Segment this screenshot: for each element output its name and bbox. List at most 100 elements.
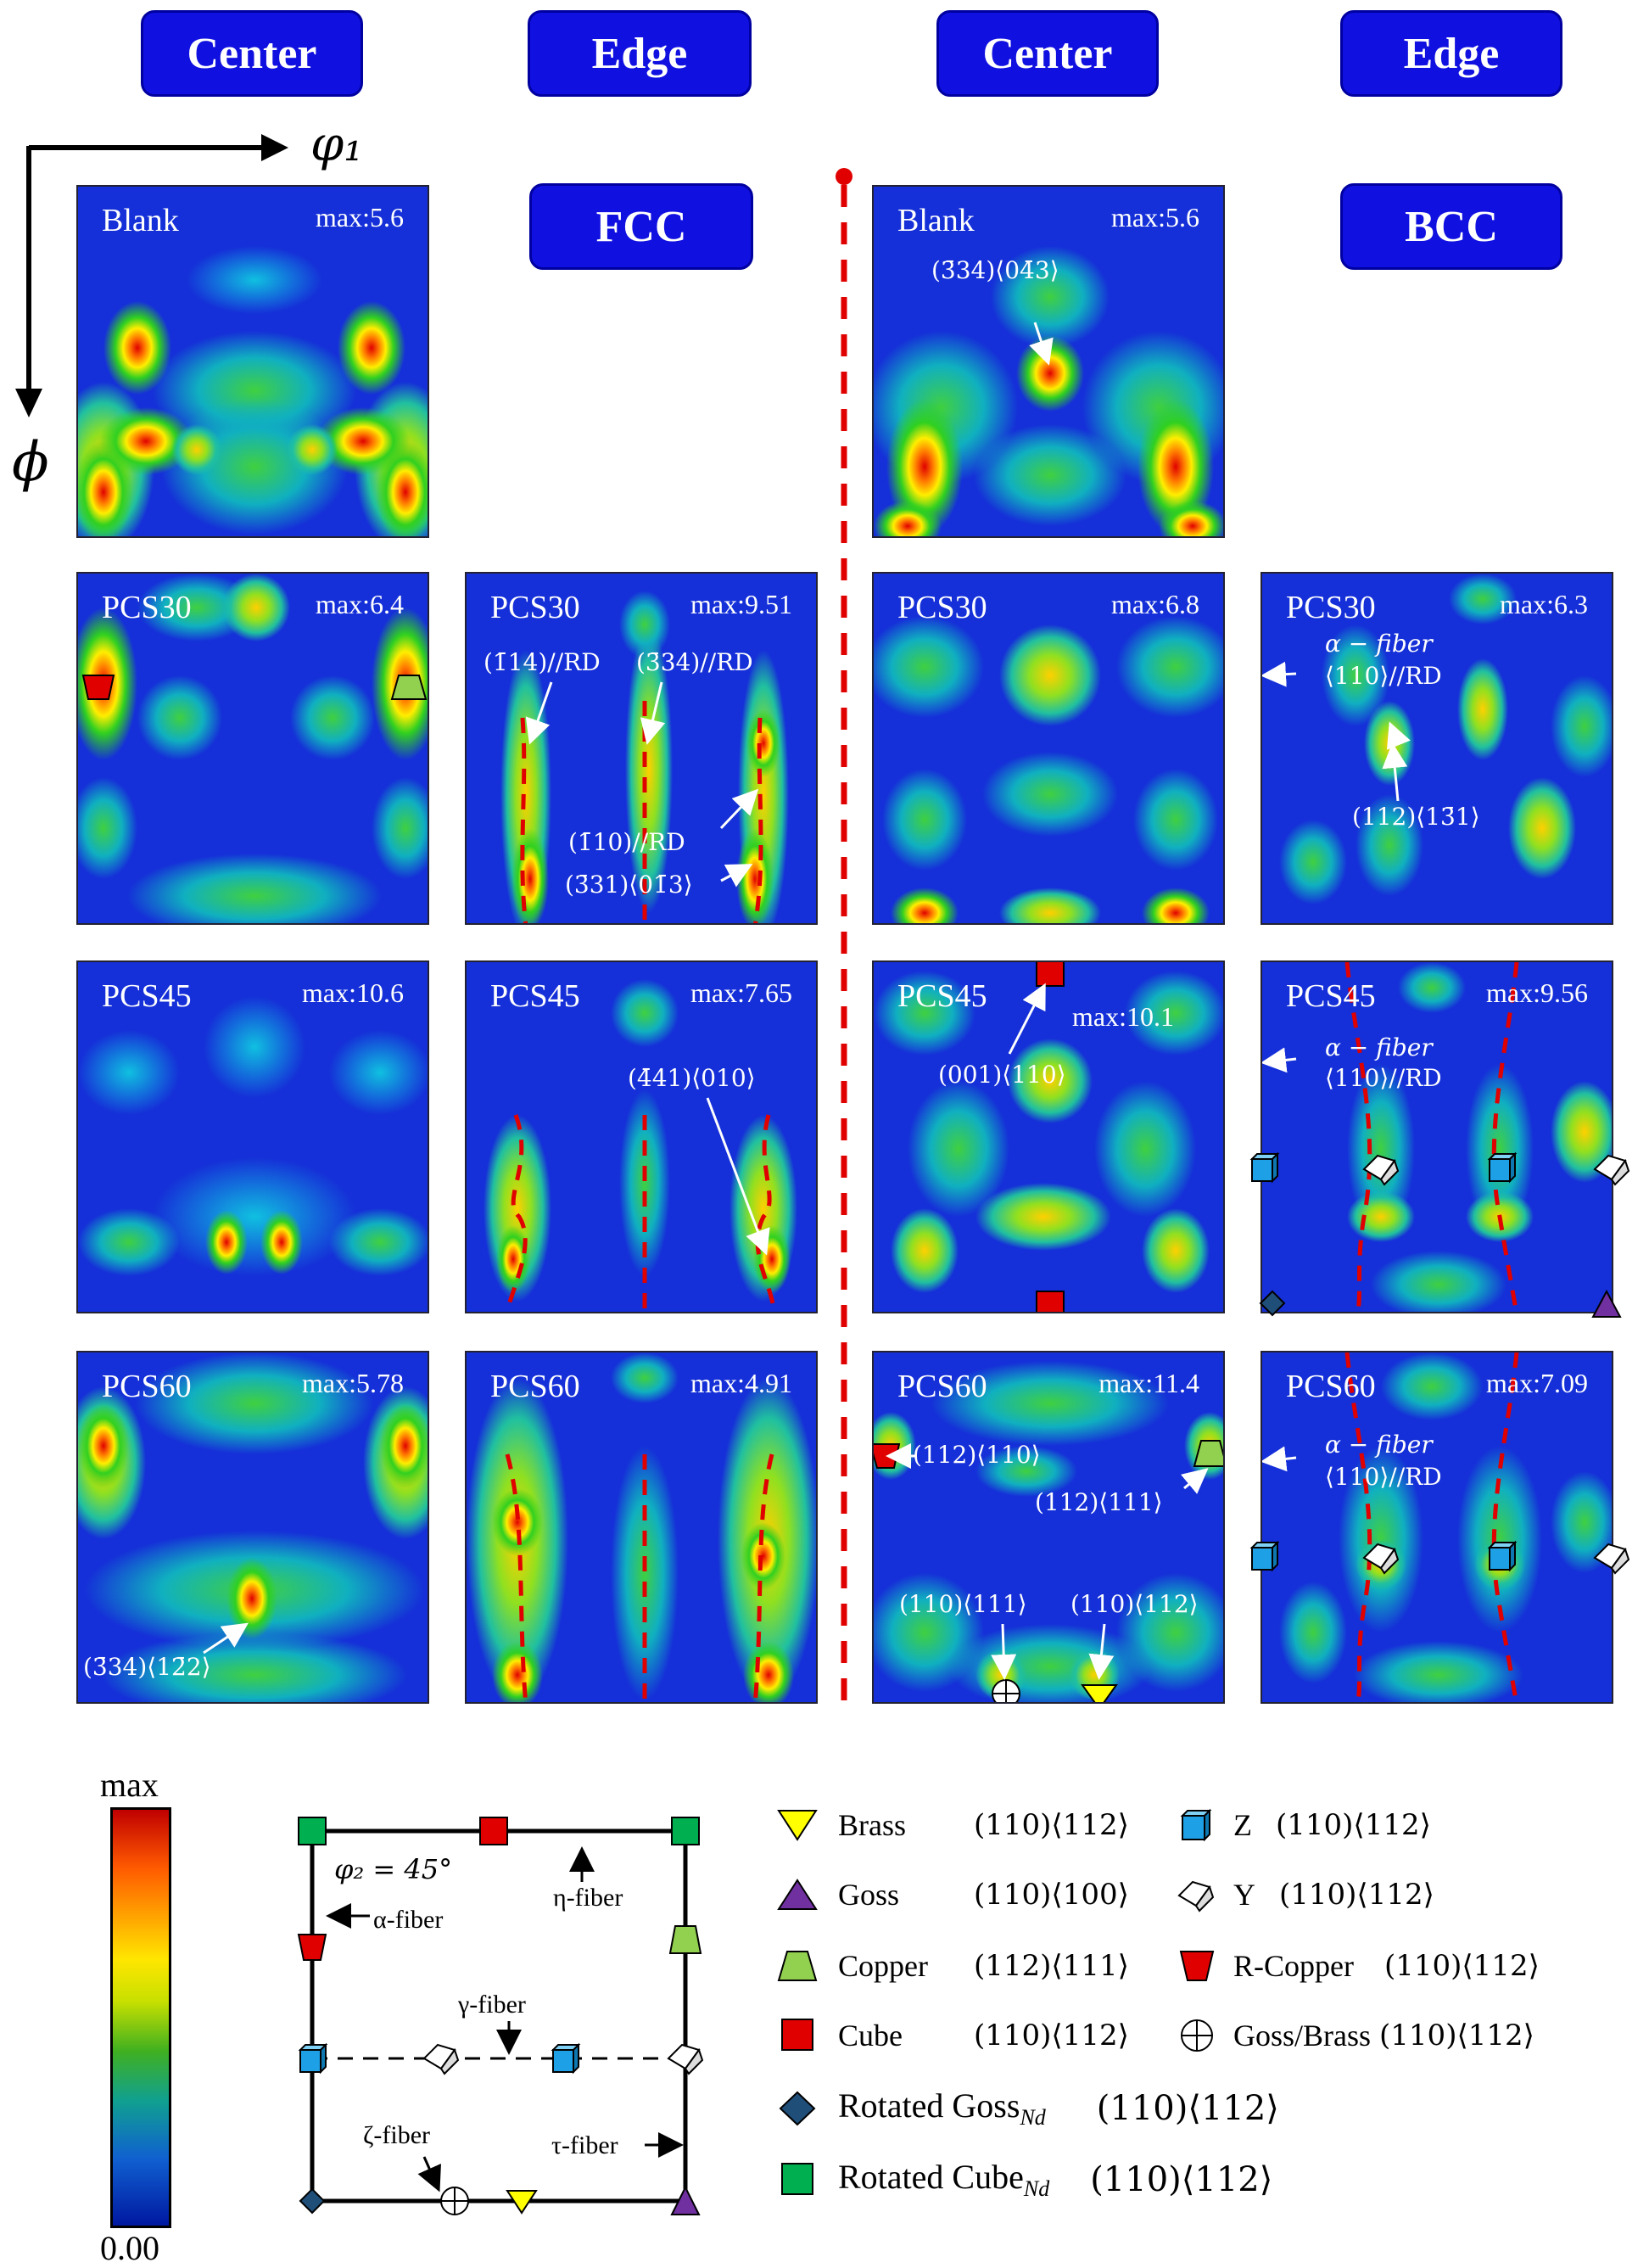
legend-index: (110)⟨112⟩	[1276, 1808, 1431, 1842]
panel-max: max:10.1	[1072, 1001, 1174, 1032]
annotation-334-rd: (3̄34)//RD	[636, 648, 753, 676]
legend-index: (110)⟨112⟩	[1379, 2019, 1534, 2052]
panel-name: PCS60	[897, 1369, 987, 1404]
legend-name: Copper	[838, 1949, 928, 1983]
panel-bcc-edge-pcs60: PCS60 max:7.09 α − fiber ⟨110⟩//RD	[1261, 1351, 1613, 1704]
colorbar-min-label: 0.00	[100, 2229, 159, 2267]
schematic-phi2-label: φ₂ = 45°	[334, 1853, 453, 1885]
legend-y: Y (110)⟨112⟩	[1176, 1873, 1434, 1916]
panel-max: max:10.6	[302, 977, 404, 1008]
annotation-114-rd: (1̄14)//RD	[484, 648, 601, 676]
axes-arrows	[15, 134, 288, 417]
annotation-alpha-fiber: α − fiber	[1325, 1033, 1433, 1061]
panel-name: PCS30	[490, 590, 580, 625]
header-center-left: Center	[141, 10, 363, 97]
schematic-zeta-label: ζ-fiber	[363, 2121, 431, 2149]
annotation-441-010: (4̄41)⟨010⟩	[628, 1064, 756, 1092]
panel-max: max:6.3	[1500, 589, 1588, 619]
legend-z: Z (110)⟨112⟩	[1176, 1804, 1431, 1846]
legend-name: Z	[1233, 1808, 1252, 1842]
goss-icon	[777, 1879, 818, 1910]
panel-name: Blank	[102, 203, 179, 238]
y-cube-icon	[1177, 1880, 1215, 1912]
panel-boundary-symbols	[1249, 1151, 1630, 1575]
schematic-tau-label: τ-fiber	[551, 2131, 618, 2159]
annotation-alpha-fiber: α − fiber	[1325, 630, 1433, 658]
rotated-cube-icon	[781, 2162, 813, 2195]
header-center-right: Center	[936, 10, 1159, 97]
panel-max: max:5.6	[1111, 202, 1199, 232]
panel-max: max:5.6	[316, 202, 404, 232]
legend-index: (110)⟨112⟩	[1090, 2159, 1273, 2199]
panel-max: max:6.8	[1111, 589, 1199, 619]
panel-max: max:11.4	[1098, 1368, 1199, 1398]
panel-bcc-center-blank: Blank max:5.6 (3̄34)⟨04̄3⟩	[872, 185, 1225, 538]
legend-name: Rotated GossNd	[838, 2086, 1046, 2131]
panel-name: Blank	[897, 203, 975, 238]
header-fcc: FCC	[529, 183, 753, 270]
legend-brass: Brass (110)⟨112⟩	[772, 1804, 1129, 1846]
phi1-label: φ₁	[310, 117, 363, 172]
legend-name: R-Copper	[1233, 1949, 1354, 1983]
panel-fcc-center-blank: Blank max:5.6	[76, 185, 429, 538]
header-edge-left: Edge	[528, 10, 752, 97]
panel-fcc-center-pcs45: PCS45 max:10.6	[76, 960, 429, 1313]
header-bcc: BCC	[1340, 183, 1562, 270]
legend-index: (110)⟨112⟩	[1383, 1949, 1540, 1983]
schematic-eta-label: η-fiber	[553, 1884, 623, 1912]
legend-name: Y	[1233, 1878, 1255, 1912]
legend-name: Brass	[838, 1808, 906, 1842]
annotation-110-rd: ⟨110⟩//RD	[1325, 662, 1442, 690]
legend-name-sub: Nd	[1023, 2176, 1050, 2201]
panel-fcc-edge-pcs30: PCS30 max:9.51 (1̄14)//RD (3̄34)//RD (1̄…	[465, 572, 818, 925]
panel-fcc-center-pcs60: PCS60 max:5.78 (3̄34)⟨12̄2⟩	[76, 1351, 429, 1704]
legend-r-copper: R-Copper (110)⟨112⟩	[1176, 1945, 1540, 1987]
panel-fcc-edge-pcs45: PCS45 max:7.65 (4̄41)⟨010⟩	[465, 960, 818, 1313]
rotated-goss-icon	[779, 2091, 816, 2125]
panel-name: PCS30	[897, 590, 987, 625]
panel-max: max:4.91	[690, 1368, 792, 1398]
colorbar-max-label: max	[100, 1766, 159, 1804]
phi-label: ϕ	[12, 431, 49, 494]
legend-name: Goss	[838, 1878, 900, 1912]
legend-copper: Copper (112)⟨111⟩	[772, 1945, 1129, 1987]
panel-fcc-center-pcs30: PCS30 max:6.4	[76, 572, 429, 925]
panel-name: PCS60	[490, 1369, 580, 1404]
annotation-110-rd: ⟨110⟩//RD	[1325, 1463, 1442, 1491]
annotation-334-043: (3̄34)⟨04̄3⟩	[931, 256, 1059, 284]
panel-name: PCS45	[102, 978, 192, 1014]
legend-goss: Goss (110)⟨100⟩	[772, 1873, 1129, 1916]
legend-cube: Cube (110)⟨112⟩	[772, 2014, 1129, 2057]
schematic-gamma-label: γ-fiber	[458, 1991, 526, 2019]
panel-name: PCS60	[1286, 1369, 1376, 1404]
panel-max: max:9.56	[1486, 977, 1588, 1008]
copper-icon	[777, 1951, 818, 1981]
legend-index: (110)⟨100⟩	[974, 1878, 1129, 1912]
legend-name: Rotated CubeNd	[838, 2157, 1049, 2202]
panel-max: max:7.09	[1486, 1368, 1588, 1398]
legend-name: Goss/Brass	[1233, 2019, 1372, 2052]
panel-max: max:9.51	[690, 589, 792, 619]
legend-index: (110)⟨112⟩	[1279, 1878, 1434, 1912]
annotation-alpha-fiber: α − fiber	[1325, 1431, 1433, 1459]
panel-bcc-edge-pcs30: PCS30 max:6.3 α − fiber ⟨110⟩//RD (112)⟨…	[1261, 572, 1613, 925]
goss-brass-icon	[1181, 2019, 1213, 2052]
legend-index: (112)⟨111⟩	[974, 1949, 1129, 1983]
colorbar	[110, 1807, 171, 2228]
legend-name: Cube	[838, 2019, 903, 2052]
legend-name-text: Rotated Goss	[838, 2086, 1020, 2125]
annotation-331-013: (3̄31)⟨01̄3⟩	[565, 871, 693, 899]
header-edge-right: Edge	[1340, 10, 1562, 97]
r-copper-icon	[1179, 1951, 1215, 1981]
annotation-001-110: (001)⟨110⟩	[938, 1061, 1066, 1089]
legend-name-text: Rotated Cube	[838, 2158, 1024, 2196]
panel-max: max:6.4	[316, 589, 404, 619]
legend-index: (110)⟨112⟩	[974, 1808, 1129, 1842]
legend-rotated-cube: Rotated CubeNd (110)⟨112⟩	[772, 2157, 1272, 2202]
legend-name-sub: Nd	[1020, 2105, 1046, 2130]
panel-bcc-center-pcs60: PCS60 max:11.4 (112)⟨110⟩ (112)⟨111⟩ (11…	[872, 1351, 1225, 1704]
schematic-alpha-label: α-fiber	[373, 1906, 444, 1934]
annotation-112-110: (112)⟨110⟩	[913, 1441, 1041, 1469]
annotation-112-131: (112)⟨13̄1⟩	[1352, 803, 1480, 831]
fcc-bcc-divider	[836, 168, 852, 1711]
